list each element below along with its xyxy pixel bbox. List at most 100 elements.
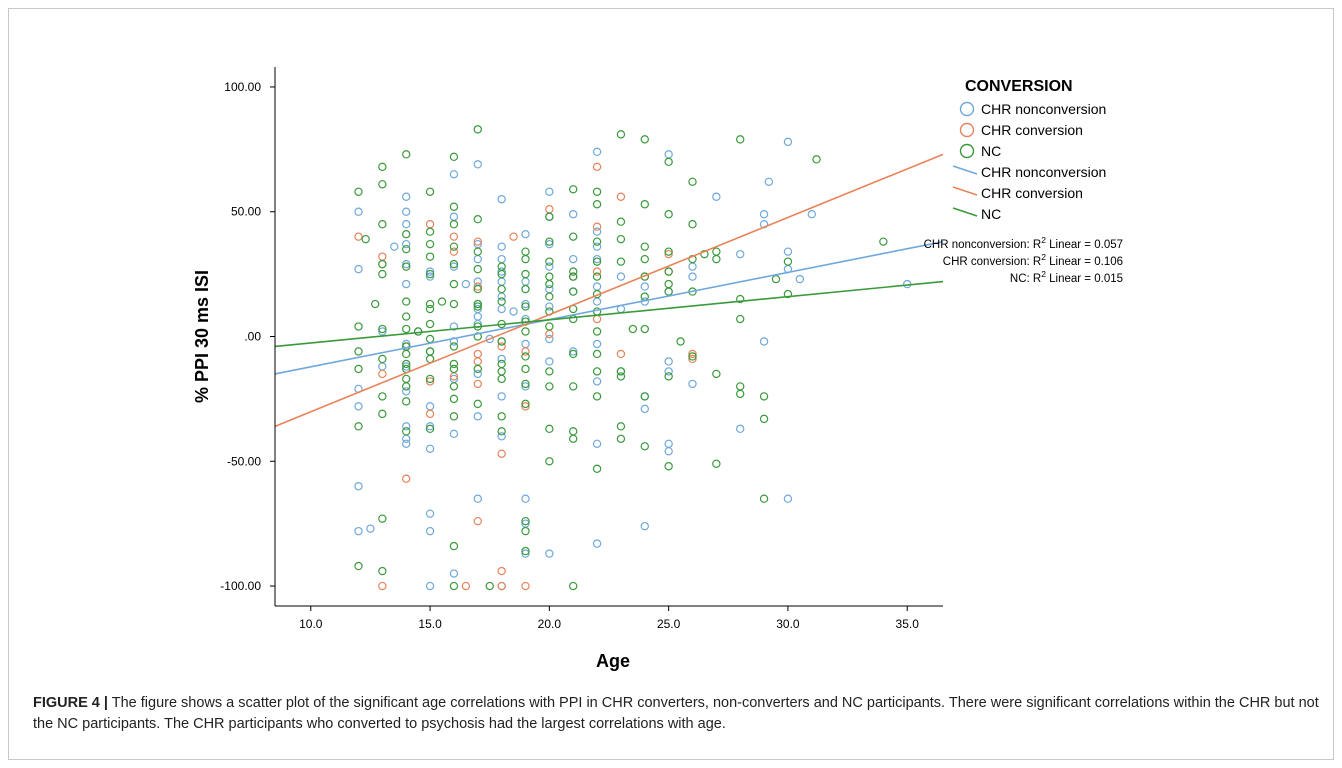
data-point (592, 349, 602, 359)
data-point (736, 135, 745, 144)
data-point (616, 422, 626, 431)
data-point (592, 272, 602, 281)
data-point (592, 297, 602, 306)
data-point (425, 526, 435, 536)
data-point (759, 414, 769, 424)
data-point (664, 357, 673, 366)
data-point (664, 249, 673, 259)
data-point (569, 349, 578, 359)
data-point (712, 192, 721, 201)
data-point (664, 150, 673, 159)
data-point (402, 220, 411, 229)
data-point (569, 185, 578, 194)
data-point (497, 284, 506, 294)
x-tick-label: 10.0 (299, 617, 323, 631)
data-point (879, 237, 888, 246)
data-point (473, 237, 482, 246)
data-point (354, 482, 363, 491)
data-point (402, 427, 411, 436)
data-point (497, 342, 506, 351)
data-point (402, 362, 411, 371)
data-point (354, 402, 363, 411)
data-point (473, 299, 482, 309)
data-point (449, 382, 459, 391)
data-point (628, 324, 638, 334)
data-point (592, 327, 602, 336)
caption-text: The figure shows a scatter plot of the s… (33, 695, 1319, 732)
data-point (688, 272, 697, 281)
data-point (640, 254, 649, 264)
legend-line (952, 165, 978, 175)
data-point (497, 354, 506, 364)
data-point (676, 337, 685, 346)
data-point (425, 220, 435, 229)
data-point (795, 274, 805, 284)
data-point (497, 254, 506, 264)
data-point (473, 357, 482, 366)
data-point (425, 299, 435, 309)
data-point (425, 239, 435, 249)
data-point (592, 539, 602, 548)
data-point (402, 229, 411, 239)
data-point (354, 232, 363, 241)
data-point (449, 262, 459, 271)
data-point (425, 267, 435, 276)
y-tick-label: -100.00 (220, 579, 261, 593)
data-point (592, 339, 602, 349)
data-point (521, 269, 530, 279)
data-point (521, 247, 530, 256)
data-point (354, 526, 363, 536)
data-point (700, 249, 709, 259)
data-point (402, 150, 411, 159)
data-point (783, 247, 793, 256)
data-point (616, 434, 626, 444)
data-point (473, 349, 482, 359)
data-point (402, 439, 411, 449)
data-point (425, 409, 435, 419)
data-point (497, 277, 506, 286)
data-point (688, 262, 697, 271)
data-point (425, 334, 435, 344)
data-point (473, 399, 482, 409)
data-point (545, 212, 554, 221)
legend-label: CHR nonconversion (981, 164, 1106, 180)
data-point (378, 566, 387, 576)
data-point (592, 187, 602, 196)
data-point (378, 220, 387, 229)
data-point (569, 581, 578, 591)
data-point (569, 254, 578, 264)
data-point (521, 379, 530, 389)
data-point (521, 299, 530, 309)
data-point (449, 220, 459, 229)
data-point (449, 202, 459, 211)
x-tick-label: 30.0 (776, 617, 800, 631)
data-point (569, 272, 578, 281)
data-point (664, 462, 673, 471)
data-point (783, 289, 793, 299)
data-point (473, 516, 482, 526)
data-point (569, 347, 578, 356)
data-point (402, 359, 411, 369)
data-point (712, 247, 721, 256)
data-point (640, 200, 649, 209)
data-point (545, 239, 554, 249)
data-point (521, 339, 530, 349)
data-point (473, 364, 482, 374)
data-point (425, 319, 435, 329)
data-point (616, 257, 626, 266)
data-point (402, 382, 411, 391)
data-point (378, 392, 387, 401)
data-point (425, 509, 435, 518)
data-point (473, 332, 482, 341)
data-point (592, 392, 602, 401)
data-point (759, 210, 769, 219)
data-point (378, 409, 387, 419)
data-point (616, 192, 626, 201)
data-point (592, 237, 602, 246)
data-point (425, 444, 435, 453)
data-point (736, 424, 745, 434)
figure-caption: FIGURE 4 | The figure shows a scatter pl… (33, 693, 1323, 735)
data-point (425, 269, 435, 279)
data-point (378, 269, 387, 279)
data-point (425, 581, 435, 591)
